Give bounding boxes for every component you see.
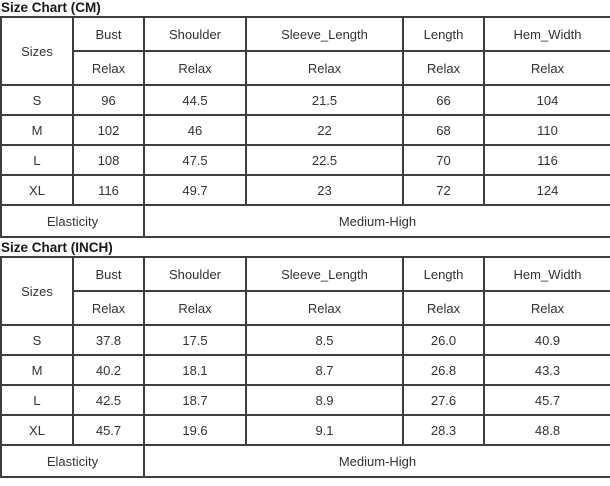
subheader-relax: Relax xyxy=(72,290,145,326)
elasticity-label-cell: Elasticity xyxy=(0,444,145,478)
value-cell: 104 xyxy=(483,84,610,116)
elasticity-row: Elasticity Medium-High xyxy=(0,204,610,238)
size-chart-cm-title: Size Chart (CM) xyxy=(1,0,101,15)
value-cell: 43.3 xyxy=(483,354,610,386)
value-cell: 102 xyxy=(72,114,145,146)
value-cell: 66 xyxy=(402,84,485,116)
subheader-relax: Relax xyxy=(402,50,485,86)
column-header-hem-width: Hem_Width xyxy=(483,16,610,52)
subheader-relax: Relax xyxy=(245,290,404,326)
subheader-relax: Relax xyxy=(483,290,610,326)
subheader-relax: Relax xyxy=(245,50,404,86)
size-cell: M xyxy=(0,114,74,146)
value-cell: 27.6 xyxy=(402,384,485,416)
elasticity-value-cell: Medium-High xyxy=(143,204,610,238)
value-cell: 45.7 xyxy=(483,384,610,416)
value-cell: 72 xyxy=(402,174,485,206)
column-header-sleeve-length: Sleeve_Length xyxy=(245,256,404,292)
column-header-shoulder: Shoulder xyxy=(143,16,247,52)
value-cell: 37.8 xyxy=(72,324,145,356)
elasticity-label-cell: Elasticity xyxy=(0,204,145,238)
value-cell: 17.5 xyxy=(143,324,247,356)
sizes-header-cell: Sizes xyxy=(0,256,74,326)
table-row-l: L 108 47.5 22.5 70 116 xyxy=(0,144,610,176)
value-cell: 23 xyxy=(245,174,404,206)
column-header-length: Length xyxy=(402,16,485,52)
value-cell: 21.5 xyxy=(245,84,404,116)
size-cell: XL xyxy=(0,174,74,206)
column-header-bust: Bust xyxy=(72,256,145,292)
value-cell: 26.0 xyxy=(402,324,485,356)
table-row-s: S 96 44.5 21.5 66 104 xyxy=(0,84,610,116)
value-cell: 40.9 xyxy=(483,324,610,356)
column-header-length: Length xyxy=(402,256,485,292)
size-cell: L xyxy=(0,384,74,416)
size-chart-cm-table: Sizes Bust Shoulder Sleeve_Length Length… xyxy=(0,16,610,238)
subheader-relax: Relax xyxy=(72,50,145,86)
subheader-relax: Relax xyxy=(402,290,485,326)
value-cell: 108 xyxy=(72,144,145,176)
value-cell: 44.5 xyxy=(143,84,247,116)
elasticity-value-cell: Medium-High xyxy=(143,444,610,478)
table-row-l: L 42.5 18.7 8.9 27.6 45.7 xyxy=(0,384,610,416)
value-cell: 116 xyxy=(483,144,610,176)
value-cell: 48.8 xyxy=(483,414,610,446)
sizes-header-cell: Sizes xyxy=(0,16,74,86)
size-chart-inch-section: Size Chart (INCH) Sizes Bust Shoulder Sl… xyxy=(0,238,610,478)
header-row-measurements: Sizes Bust Shoulder Sleeve_Length Length… xyxy=(0,16,610,86)
size-chart-inch-table: Sizes Bust Shoulder Sleeve_Length Length… xyxy=(0,256,610,478)
value-cell: 9.1 xyxy=(245,414,404,446)
value-cell: 19.6 xyxy=(143,414,247,446)
value-cell: 42.5 xyxy=(72,384,145,416)
value-cell: 96 xyxy=(72,84,145,116)
table-row-m: M 40.2 18.1 8.7 26.8 43.3 xyxy=(0,354,610,386)
subheader-relax: Relax xyxy=(143,50,247,86)
column-header-sleeve-length: Sleeve_Length xyxy=(245,16,404,52)
value-cell: 46 xyxy=(143,114,247,146)
value-cell: 68 xyxy=(402,114,485,146)
table-row-xl: XL 45.7 19.6 9.1 28.3 48.8 xyxy=(0,414,610,446)
value-cell: 49.7 xyxy=(143,174,247,206)
column-header-hem-width: Hem_Width xyxy=(483,256,610,292)
value-cell: 28.3 xyxy=(402,414,485,446)
table-row-m: M 102 46 22 68 110 xyxy=(0,114,610,146)
value-cell: 40.2 xyxy=(72,354,145,386)
value-cell: 116 xyxy=(72,174,145,206)
column-header-shoulder: Shoulder xyxy=(143,256,247,292)
value-cell: 124 xyxy=(483,174,610,206)
value-cell: 18.1 xyxy=(143,354,247,386)
value-cell: 18.7 xyxy=(143,384,247,416)
value-cell: 22.5 xyxy=(245,144,404,176)
subheader-relax: Relax xyxy=(483,50,610,86)
value-cell: 22 xyxy=(245,114,404,146)
value-cell: 8.5 xyxy=(245,324,404,356)
elasticity-row: Elasticity Medium-High xyxy=(0,444,610,478)
header-row-measurements: Sizes Bust Shoulder Sleeve_Length Length… xyxy=(0,256,610,326)
header-row-relax: Relax Relax Relax Relax Relax xyxy=(1,50,610,86)
column-header-bust: Bust xyxy=(72,16,145,52)
table-row-s: S 37.8 17.5 8.5 26.0 40.9 xyxy=(0,324,610,356)
value-cell: 110 xyxy=(483,114,610,146)
value-cell: 8.9 xyxy=(245,384,404,416)
size-chart-cm-section: Size Chart (CM) Sizes Bust Shoulder Slee… xyxy=(0,0,610,238)
size-chart-inch-title: Size Chart (INCH) xyxy=(1,240,113,255)
table-row-xl: XL 116 49.7 23 72 124 xyxy=(0,174,610,206)
size-cell: S xyxy=(0,84,74,116)
size-cell: S xyxy=(0,324,74,356)
value-cell: 70 xyxy=(402,144,485,176)
size-cell: XL xyxy=(0,414,74,446)
size-cell: L xyxy=(0,144,74,176)
value-cell: 26.8 xyxy=(402,354,485,386)
size-cell: M xyxy=(0,354,74,386)
header-row-relax: Relax Relax Relax Relax Relax xyxy=(1,290,610,326)
subheader-relax: Relax xyxy=(143,290,247,326)
value-cell: 45.7 xyxy=(72,414,145,446)
value-cell: 47.5 xyxy=(143,144,247,176)
value-cell: 8.7 xyxy=(245,354,404,386)
